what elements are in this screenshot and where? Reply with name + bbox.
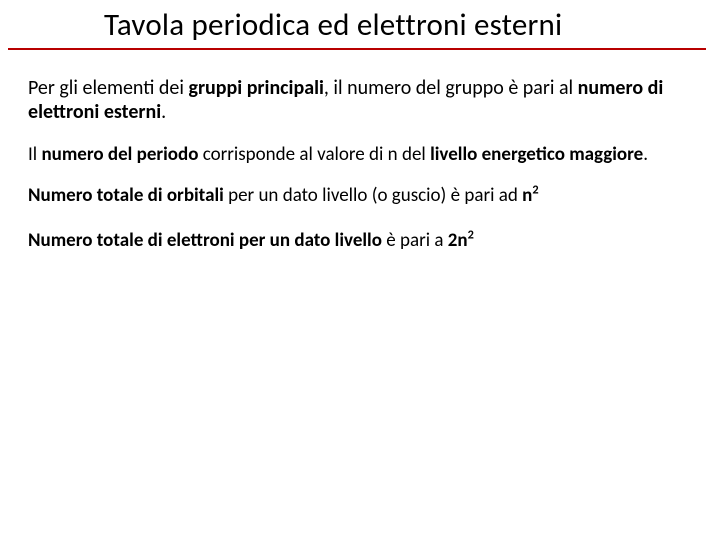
title-region: Tavola periodica ed elettroni esterni (0, 0, 720, 50)
text: Il (28, 143, 41, 166)
bold-text: n2 (522, 184, 538, 207)
paragraph-2: Il numero del periodo corrisponde al val… (28, 143, 698, 166)
superscript: 2 (468, 228, 474, 243)
superscript: 2 (532, 183, 538, 198)
text: , il numero del gruppo è pari al (324, 76, 578, 100)
paragraph-1: Per gli elementi dei gruppi principali, … (28, 76, 698, 125)
paragraph-4: Numero totale di elettroni per un dato l… (28, 229, 698, 252)
slide-title: Tavola periodica ed elettroni esterni (0, 6, 720, 44)
paragraph-3: Numero totale di orbitali per un dato li… (28, 184, 698, 207)
text: 2n (448, 229, 468, 252)
bold-text: Numero totale di elettroni per un dato l… (28, 229, 382, 252)
text: . (643, 143, 648, 166)
bold-text: 2n2 (448, 229, 474, 252)
text: è pari a (382, 229, 448, 252)
bold-text: Numero totale di orbitali (28, 184, 224, 207)
text: corrisponde al valore di n del (198, 143, 430, 166)
text: Per gli elementi dei (28, 76, 188, 100)
bold-text: numero del periodo (41, 143, 198, 166)
text: . (161, 100, 166, 124)
body-region: Per gli elementi dei gruppi principali, … (0, 50, 720, 252)
bold-text: gruppi principali (188, 76, 323, 100)
text: per un dato livello (o guscio) è pari ad (224, 184, 522, 207)
text: n (522, 184, 532, 207)
slide: Tavola periodica ed elettroni esterni Pe… (0, 0, 720, 540)
bold-text: livello energetico maggiore (430, 143, 643, 166)
